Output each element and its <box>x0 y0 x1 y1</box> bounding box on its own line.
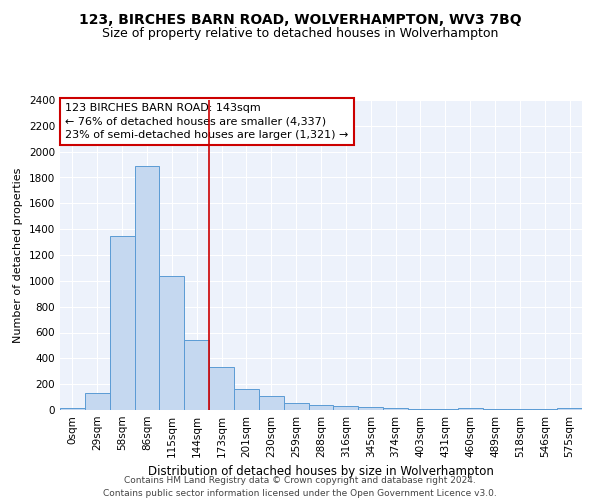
Y-axis label: Number of detached properties: Number of detached properties <box>13 168 23 342</box>
Bar <box>557 408 582 410</box>
Bar <box>259 396 284 410</box>
Bar <box>160 276 184 410</box>
Bar <box>383 408 408 410</box>
Bar <box>134 166 160 410</box>
X-axis label: Distribution of detached houses by size in Wolverhampton: Distribution of detached houses by size … <box>148 466 494 478</box>
Bar <box>60 408 85 410</box>
Bar <box>284 403 308 410</box>
Bar <box>209 366 234 410</box>
Text: 123 BIRCHES BARN ROAD: 143sqm
← 76% of detached houses are smaller (4,337)
23% o: 123 BIRCHES BARN ROAD: 143sqm ← 76% of d… <box>65 103 349 140</box>
Bar <box>334 406 358 410</box>
Text: Size of property relative to detached houses in Wolverhampton: Size of property relative to detached ho… <box>102 28 498 40</box>
Bar <box>110 236 134 410</box>
Bar <box>308 406 334 410</box>
Bar <box>85 393 110 410</box>
Bar <box>458 408 482 410</box>
Bar <box>358 408 383 410</box>
Text: 123, BIRCHES BARN ROAD, WOLVERHAMPTON, WV3 7BQ: 123, BIRCHES BARN ROAD, WOLVERHAMPTON, W… <box>79 12 521 26</box>
Bar <box>408 408 433 410</box>
Text: Contains HM Land Registry data © Crown copyright and database right 2024.
Contai: Contains HM Land Registry data © Crown c… <box>103 476 497 498</box>
Bar <box>234 390 259 410</box>
Bar <box>433 408 458 410</box>
Bar <box>184 340 209 410</box>
